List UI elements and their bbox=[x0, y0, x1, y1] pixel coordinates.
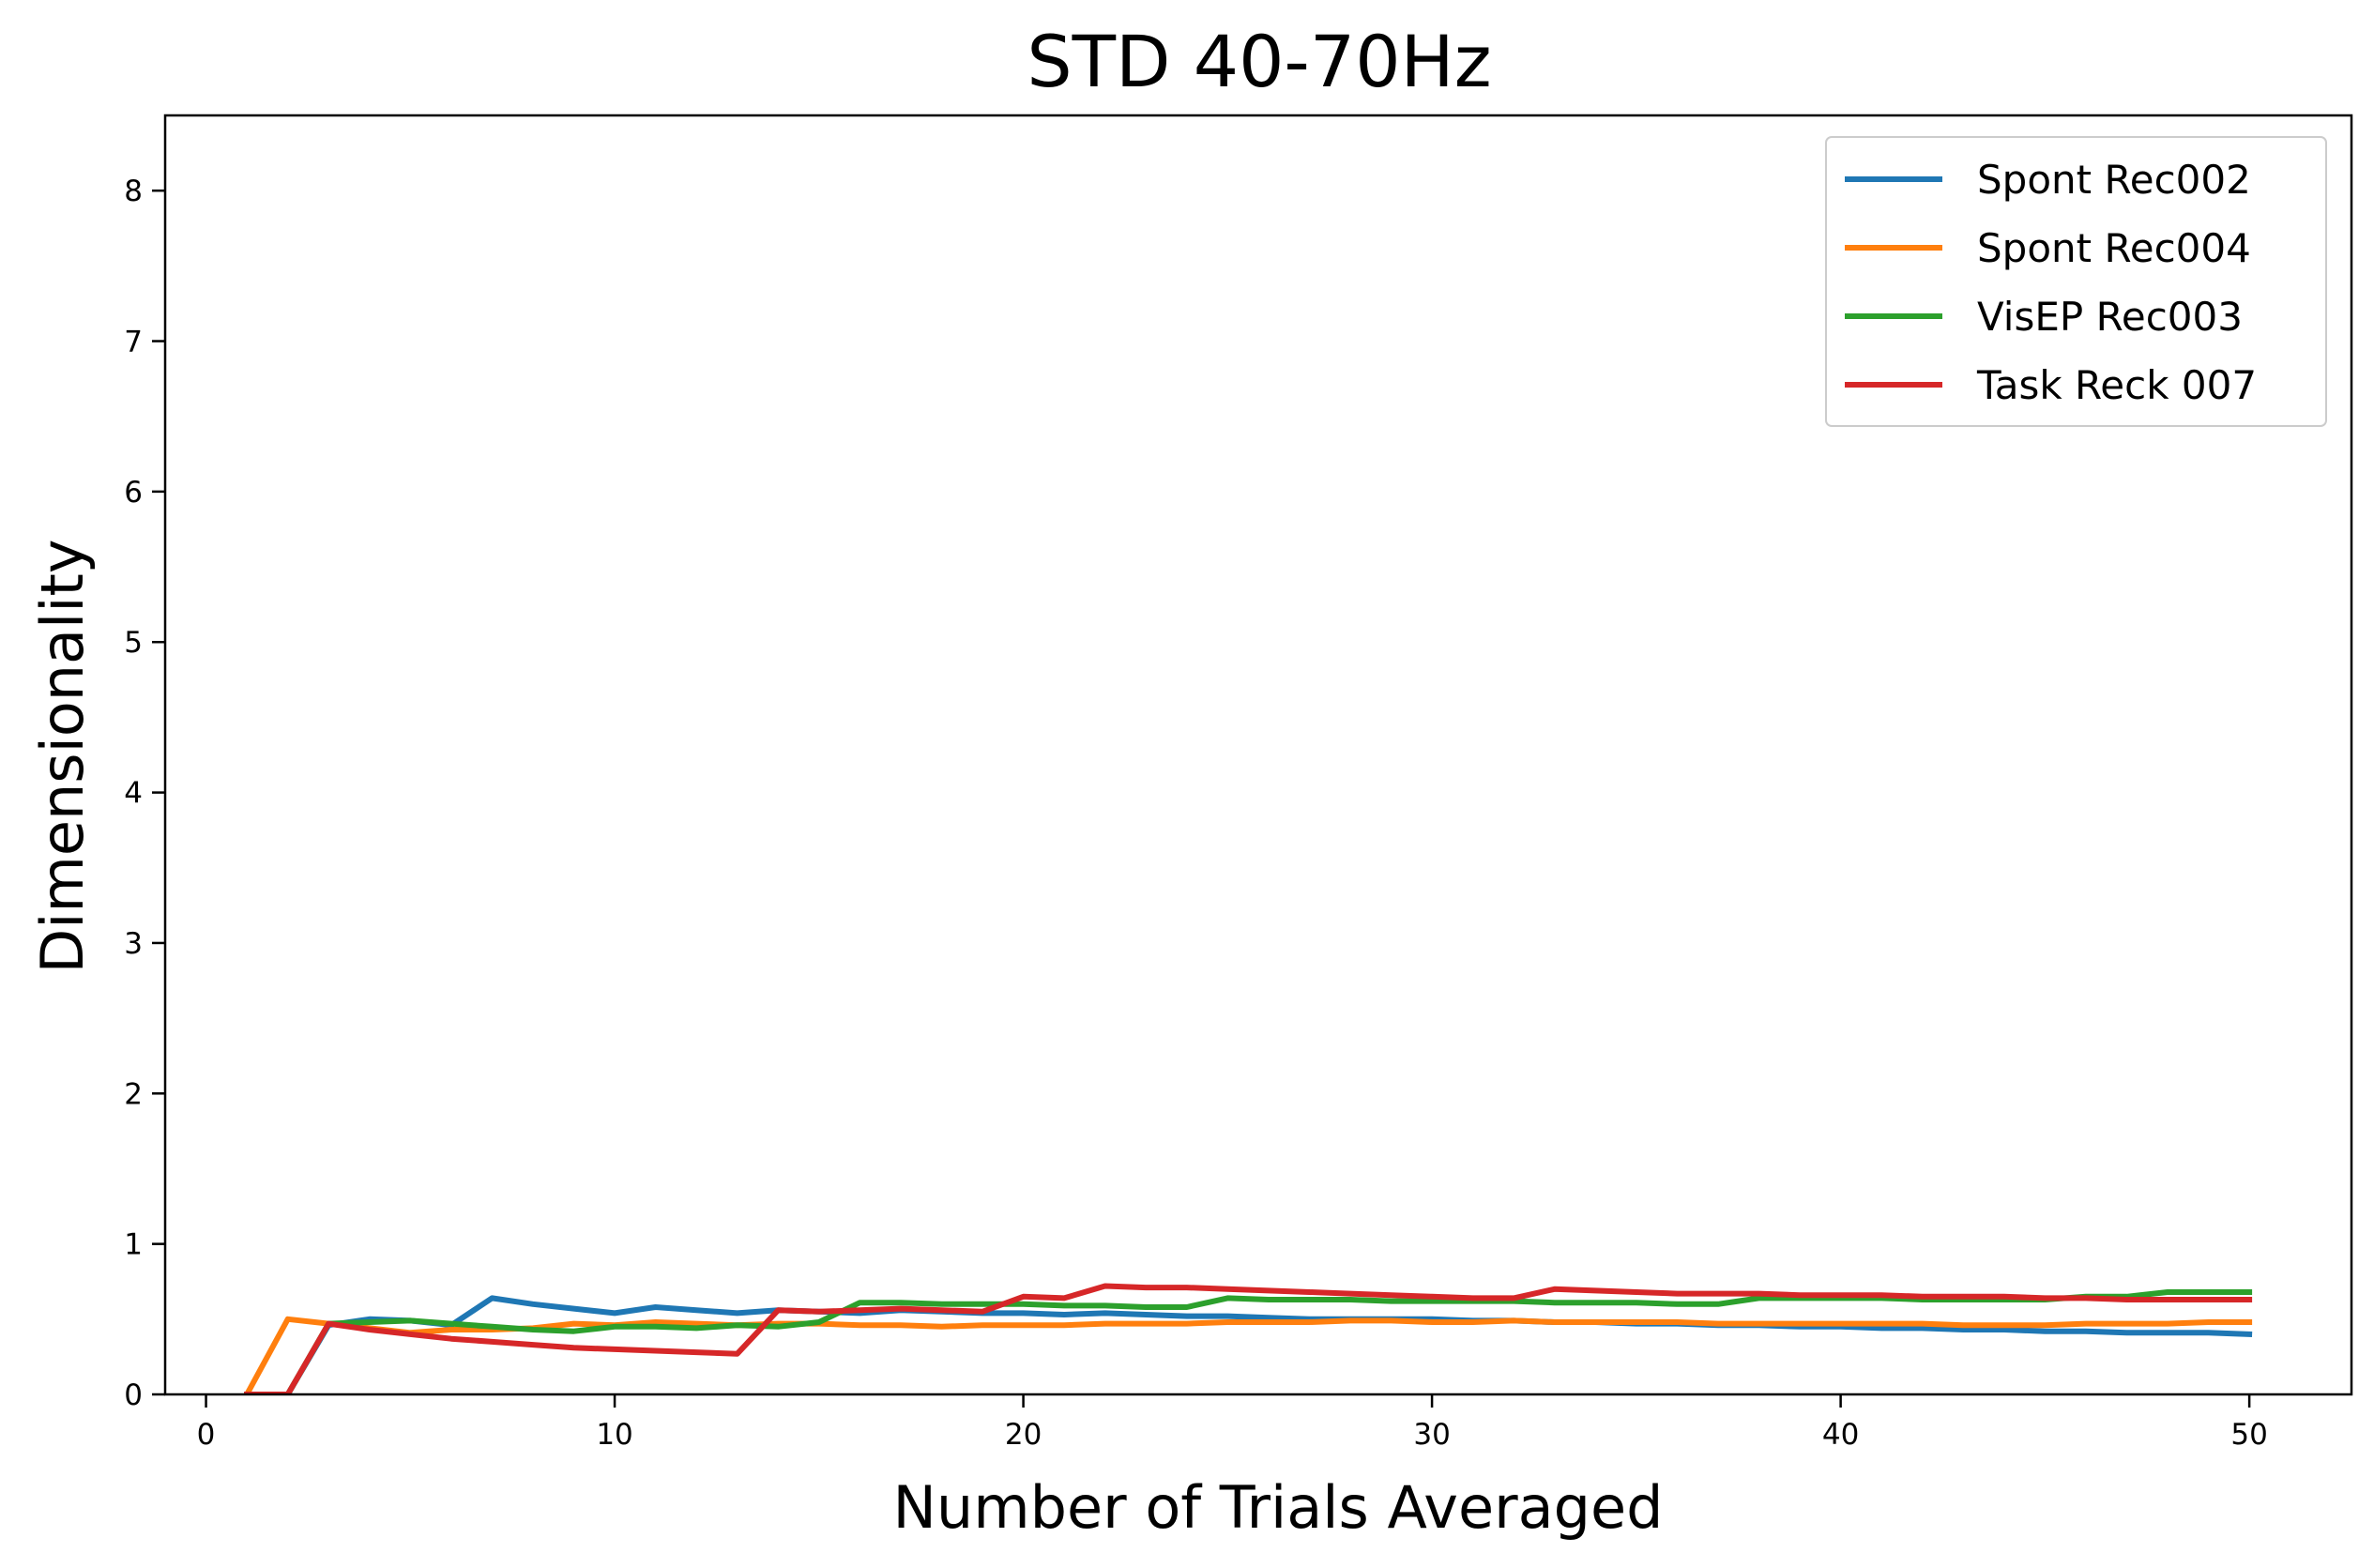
x-axis: 0 10 20 30 40 50 bbox=[197, 1394, 2268, 1452]
legend-label: Task Reck 007 bbox=[1976, 362, 2257, 408]
series-layer bbox=[243, 1283, 2253, 1394]
y-tick-label: 2 bbox=[124, 1077, 143, 1111]
legend-label: Spont Rec004 bbox=[1977, 225, 2251, 271]
y-tick-label: 6 bbox=[124, 476, 143, 510]
legend-label: Spont Rec002 bbox=[1977, 157, 2251, 203]
y-tick-label: 8 bbox=[124, 175, 143, 208]
x-tick-label: 10 bbox=[596, 1418, 632, 1452]
y-axis-title: Dimensionality bbox=[28, 539, 97, 973]
legend-box bbox=[1825, 136, 2327, 427]
y-tick-label: 1 bbox=[124, 1228, 143, 1262]
y-tick-label: 5 bbox=[124, 626, 143, 660]
legend-label: VisEP Rec003 bbox=[1977, 294, 2243, 340]
y-tick-label: 4 bbox=[124, 777, 143, 811]
y-axis: 0 1 2 3 4 5 6 7 8 bbox=[124, 175, 165, 1412]
x-tick-label: 40 bbox=[1822, 1418, 1859, 1452]
legend: Spont Rec002 Spont Rec004 VisEP Rec003 Task… bbox=[1825, 136, 2327, 427]
x-axis-title: Number of Trials Averaged bbox=[893, 1473, 1664, 1542]
x-tick-label: 50 bbox=[2230, 1418, 2267, 1452]
series-line-4 bbox=[244, 1283, 2253, 1394]
x-tick-label: 0 bbox=[197, 1418, 216, 1452]
y-tick-label: 3 bbox=[124, 927, 143, 961]
series-line-1 bbox=[244, 1295, 2253, 1394]
x-tick-label: 30 bbox=[1413, 1418, 1450, 1452]
plot-frame bbox=[163, 114, 2353, 1396]
series-line-3 bbox=[244, 1289, 2253, 1394]
x-tick-label: 20 bbox=[1005, 1418, 1042, 1452]
y-tick-label: 0 bbox=[124, 1378, 143, 1412]
series-line-2 bbox=[243, 1316, 2253, 1394]
chart-title: STD 40-70Hz bbox=[1027, 20, 1491, 103]
y-tick-label: 7 bbox=[124, 326, 143, 359]
